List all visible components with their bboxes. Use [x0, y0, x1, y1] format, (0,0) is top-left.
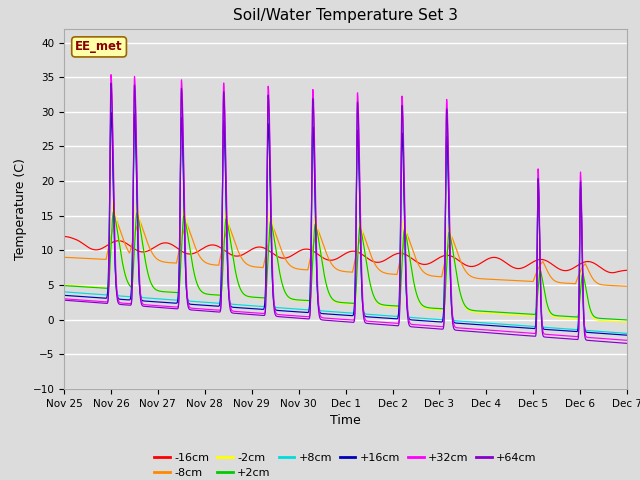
+2cm: [623, 317, 631, 323]
-16cm: [495, 255, 502, 261]
+32cm: [623, 337, 631, 343]
-2cm: [257, 295, 264, 301]
+16cm: [623, 332, 631, 338]
Line: +16cm: +16cm: [64, 113, 627, 335]
+8cm: [495, 321, 503, 327]
-2cm: [591, 316, 598, 322]
Text: EE_met: EE_met: [76, 40, 123, 53]
+2cm: [495, 309, 503, 315]
-16cm: [591, 261, 598, 266]
+16cm: [495, 323, 503, 329]
+8cm: [108, 100, 115, 106]
-2cm: [589, 314, 596, 320]
+2cm: [589, 312, 596, 318]
+8cm: [378, 312, 385, 318]
Legend: -16cm, -8cm, -2cm, +2cm, +8cm, +16cm, +32cm, +64cm: -16cm, -8cm, -2cm, +2cm, +8cm, +16cm, +3…: [150, 448, 541, 480]
+16cm: [60, 292, 68, 298]
+8cm: [257, 303, 264, 309]
Line: -16cm: -16cm: [64, 237, 627, 273]
-2cm: [316, 240, 323, 245]
+2cm: [60, 283, 68, 288]
-2cm: [623, 319, 631, 325]
Line: +64cm: +64cm: [64, 83, 627, 343]
Line: +2cm: +2cm: [64, 212, 627, 320]
+64cm: [316, 314, 323, 320]
-2cm: [378, 302, 385, 308]
-8cm: [60, 254, 68, 260]
-16cm: [623, 267, 631, 273]
-2cm: [60, 282, 68, 288]
+64cm: [623, 340, 631, 346]
-8cm: [495, 277, 503, 283]
+16cm: [591, 330, 598, 336]
Y-axis label: Temperature (C): Temperature (C): [14, 158, 27, 260]
+16cm: [589, 330, 596, 336]
+16cm: [378, 315, 385, 321]
-2cm: [495, 311, 503, 317]
+2cm: [316, 243, 323, 249]
-16cm: [316, 252, 323, 258]
+2cm: [109, 209, 117, 215]
+64cm: [591, 338, 598, 344]
+8cm: [623, 331, 631, 336]
Line: +8cm: +8cm: [64, 103, 627, 334]
-8cm: [257, 264, 264, 270]
-8cm: [112, 216, 120, 222]
+16cm: [316, 309, 323, 314]
+64cm: [257, 312, 264, 318]
+32cm: [257, 311, 264, 316]
+64cm: [589, 338, 596, 344]
-16cm: [60, 234, 68, 240]
-2cm: [109, 199, 116, 205]
+32cm: [316, 310, 323, 315]
Line: -8cm: -8cm: [64, 219, 627, 286]
+64cm: [378, 322, 385, 327]
Title: Soil/Water Temperature Set 3: Soil/Water Temperature Set 3: [233, 9, 458, 24]
+2cm: [591, 314, 598, 320]
-16cm: [257, 244, 264, 250]
Line: -2cm: -2cm: [64, 202, 627, 322]
+8cm: [60, 289, 68, 295]
-8cm: [591, 278, 598, 284]
+32cm: [495, 328, 503, 334]
+32cm: [378, 319, 385, 325]
-8cm: [589, 276, 596, 281]
+32cm: [108, 72, 115, 77]
+32cm: [589, 335, 596, 341]
-16cm: [589, 260, 596, 265]
+2cm: [378, 301, 385, 307]
X-axis label: Time: Time: [330, 414, 361, 427]
-8cm: [623, 283, 631, 289]
+64cm: [60, 297, 68, 303]
+8cm: [589, 328, 596, 334]
-16cm: [609, 270, 616, 276]
Line: +32cm: +32cm: [64, 74, 627, 340]
+16cm: [108, 110, 115, 116]
+64cm: [495, 331, 503, 336]
+8cm: [316, 307, 323, 312]
+32cm: [591, 335, 598, 341]
-16cm: [378, 259, 385, 264]
+16cm: [257, 306, 264, 312]
+32cm: [60, 296, 68, 302]
+8cm: [591, 328, 598, 334]
+64cm: [108, 80, 115, 86]
+2cm: [257, 295, 264, 300]
-8cm: [378, 269, 385, 275]
-8cm: [316, 231, 323, 237]
